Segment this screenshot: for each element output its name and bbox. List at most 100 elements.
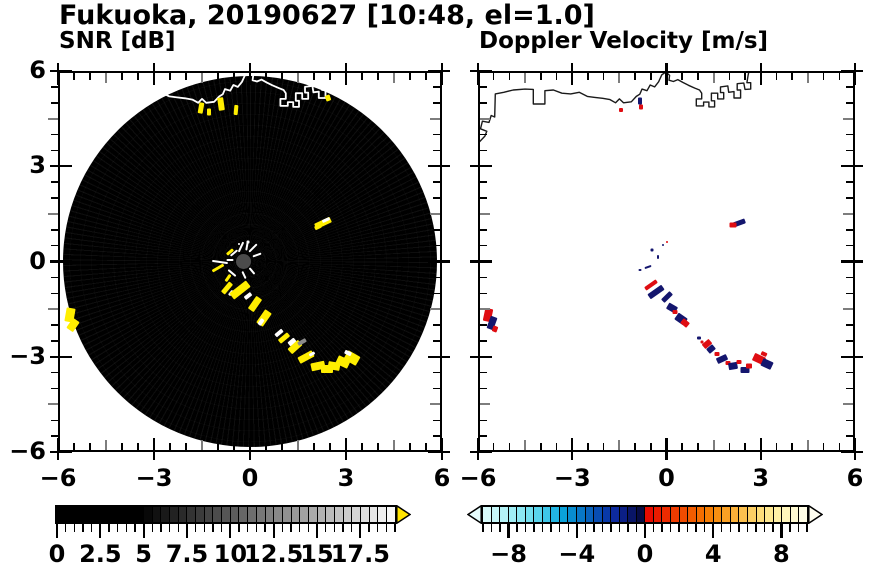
colorbar-segment (100, 507, 110, 522)
axis-tick (838, 443, 841, 450)
axis-tick (618, 440, 621, 450)
axis-tick (329, 73, 331, 80)
axis-tick (476, 63, 480, 85)
colorbar-segment (248, 507, 257, 522)
axis-tick (440, 438, 444, 460)
axis-tick (744, 73, 746, 80)
axis-tick (841, 450, 863, 454)
echo-blob (760, 357, 774, 370)
snr-panel-title: SNR [dB] (59, 28, 176, 54)
colorbar-segment (602, 507, 612, 522)
axis-tick (650, 73, 652, 80)
axis-tick (728, 73, 731, 80)
colorbar-tick (307, 524, 310, 532)
snr-colorbar (55, 505, 397, 524)
echo-blob (216, 97, 225, 112)
colorbar-tick (333, 524, 336, 532)
axis-tick (540, 73, 542, 80)
axis-tick (618, 73, 621, 83)
axis-tick (480, 181, 487, 183)
axis-tick (329, 443, 331, 450)
colorbar-segment (577, 507, 586, 522)
colorbar-tick (729, 524, 731, 532)
axis-tick (344, 63, 348, 85)
echo-blob (656, 254, 659, 259)
axis-tick (841, 260, 863, 263)
snr-ppi-panel (48, 63, 450, 460)
colorbar-tick (541, 524, 544, 532)
axis-tick (470, 260, 492, 263)
colorbar-tick (678, 524, 680, 532)
axis-tick (281, 73, 283, 80)
axis-tick (428, 450, 450, 454)
echo-blob (696, 336, 701, 340)
axis-tick (169, 73, 171, 80)
colorbar-tick (652, 524, 655, 532)
axis-tick (50, 260, 72, 263)
echo-blob (666, 241, 669, 244)
colorbar-tick (550, 524, 552, 532)
axis-tick (433, 371, 440, 374)
axis-tick (105, 73, 107, 83)
axis-tick (51, 149, 58, 152)
colorbar-segment (765, 507, 774, 522)
axis-tick (843, 403, 853, 406)
axis-tick (480, 403, 490, 406)
axis-tick (853, 438, 857, 460)
radar-center-streak (237, 243, 240, 246)
axis-tick (51, 387, 58, 390)
axis-tick (440, 63, 444, 85)
colorbar-tick (507, 524, 510, 538)
colorbar-tick (177, 524, 180, 532)
axis-tick (185, 73, 187, 80)
colorbar-tick (238, 524, 240, 532)
colorbar-tick (806, 524, 808, 532)
axis-tick (185, 443, 187, 450)
colorbar-segment (508, 507, 518, 522)
axis-tick (48, 212, 58, 215)
colorbar-segment (317, 507, 327, 522)
axis-tick (201, 440, 203, 450)
axis-tick (265, 443, 267, 450)
doppler-panel-title: Doppler Velocity [m/s] (479, 28, 769, 54)
axis-tick (121, 73, 123, 80)
colorbar-segment (705, 507, 714, 522)
axis-tick (89, 73, 91, 80)
doppler-overflow-arrow (808, 505, 823, 524)
colorbar-tick (780, 524, 783, 538)
colorbar-tick (73, 524, 76, 532)
x-axis-label: −6 (39, 464, 77, 492)
colorbar-segment (291, 507, 301, 522)
axis-tick (470, 355, 492, 358)
colorbar-tick (385, 524, 388, 532)
echo-blob (745, 363, 752, 369)
axis-tick (470, 69, 492, 73)
colorbar-tick (755, 524, 757, 532)
colorbar-segment (335, 507, 344, 522)
colorbar-segment (91, 507, 101, 522)
colorbar-tick (558, 524, 561, 532)
colorbar-tick (125, 524, 128, 532)
axis-tick (233, 443, 235, 450)
colorbar-tick (212, 524, 214, 532)
colorbar-segment (169, 507, 179, 522)
axis-tick (843, 308, 853, 311)
colorbar-tick (669, 524, 672, 532)
axis-tick (841, 69, 863, 73)
axis-tick (822, 443, 825, 450)
coastline-path (478, 71, 752, 144)
axis-tick (433, 197, 440, 199)
axis-tick (265, 73, 267, 80)
colorbar-segment (152, 507, 162, 522)
axis-tick (121, 443, 123, 450)
axis-tick (73, 73, 75, 80)
echo-blob (672, 310, 678, 315)
axis-tick (480, 387, 487, 390)
axis-tick (846, 435, 853, 437)
axis-tick (759, 438, 762, 460)
colorbar-segment (256, 507, 266, 522)
colorbar-tick (160, 524, 162, 532)
axis-tick (480, 133, 487, 136)
axis-tick (313, 73, 315, 80)
axis-tick (433, 181, 440, 183)
